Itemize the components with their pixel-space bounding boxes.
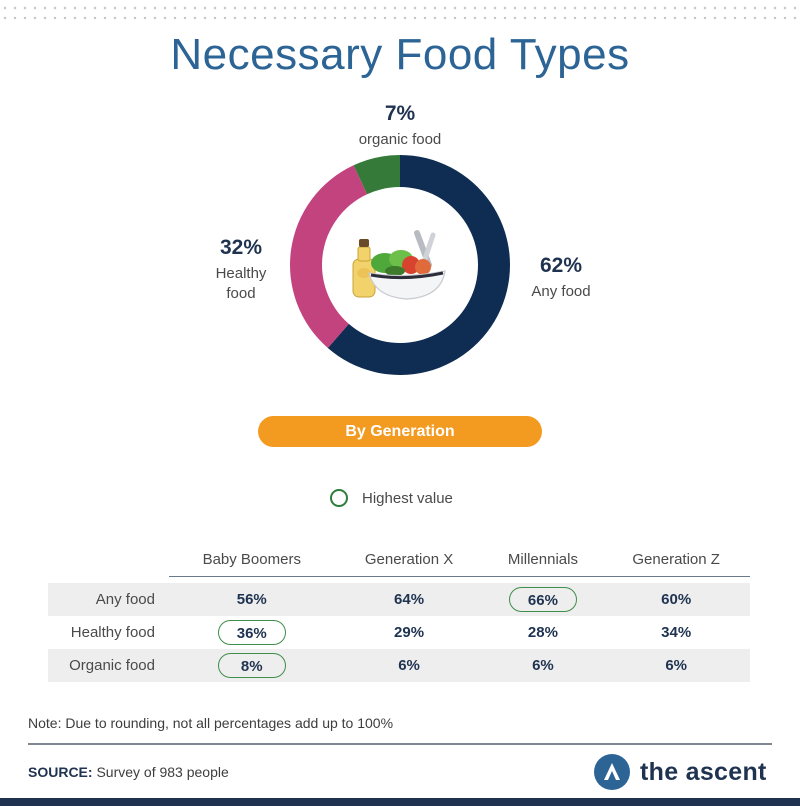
- cell-value: 56%: [236, 591, 267, 608]
- column-header: Baby Boomers: [169, 542, 335, 577]
- row-label: Organic food: [48, 649, 169, 682]
- donut-chart: [290, 155, 510, 375]
- column-header: Generation X: [334, 542, 484, 577]
- rounding-note: Note: Due to rounding, not all percentag…: [28, 715, 394, 731]
- healthy-label-line1: Healthy: [215, 265, 267, 282]
- column-header: Generation Z: [602, 542, 750, 577]
- healthy-percent: 32%: [219, 236, 263, 259]
- healthy-label-line2: food: [226, 285, 256, 302]
- bottom-bar: [0, 798, 800, 806]
- donut-slice-healthy-food: [290, 165, 368, 349]
- donut-slice-any-food: [327, 155, 510, 375]
- any-callout: 62% Any food: [516, 254, 606, 302]
- brand-name: the ascent: [640, 757, 767, 786]
- row-label: Any food: [48, 583, 169, 616]
- cell-value: 6%: [532, 657, 554, 674]
- by-generation-banner: By Generation: [258, 416, 542, 447]
- legend: Highest value: [330, 486, 453, 510]
- source-label: SOURCE:: [28, 764, 93, 780]
- cell-value: 6%: [665, 657, 687, 674]
- the-ascent-logo: the ascent: [594, 754, 767, 790]
- cell-value: 28%: [527, 624, 558, 641]
- any-label: Any food: [531, 283, 591, 300]
- source-line: SOURCE: Survey of 983 people: [28, 764, 229, 780]
- cell-value: 64%: [394, 591, 425, 608]
- column-header: Millennials: [483, 542, 603, 577]
- healthy-callout: 32% Healthy food: [196, 236, 286, 304]
- ascent-logo-icon: [594, 754, 630, 790]
- footer-divider: [28, 743, 772, 745]
- source-text: Survey of 983 people: [92, 764, 229, 780]
- table-corner: [48, 542, 169, 577]
- generation-table: Baby Boomers Generation X Millennials Ge…: [48, 542, 750, 682]
- organic-callout: 7% organic food: [320, 102, 480, 150]
- donut-slice-organic-food: [353, 155, 400, 195]
- organic-percent: 7%: [384, 102, 416, 125]
- dotted-header-border: [0, 0, 800, 22]
- salad-bowl-icon: [352, 230, 446, 300]
- table-row: Any food 56% 64% 66% 60%: [48, 583, 750, 616]
- cell-value: 60%: [661, 591, 692, 608]
- table-row: Organic food 8% 6% 6% 6%: [48, 649, 750, 682]
- table-row: Healthy food 36% 29% 28% 34%: [48, 616, 750, 649]
- chart-title: Necessary Food Types: [170, 30, 630, 79]
- cell-value: 6%: [398, 657, 420, 674]
- cell-value: 8%: [217, 653, 286, 678]
- highest-value-ring-icon: [330, 489, 348, 507]
- row-label: Healthy food: [70, 624, 155, 641]
- any-percent: 62%: [539, 254, 583, 277]
- cell-value: 36%: [217, 620, 286, 645]
- legend-label: Highest value: [362, 489, 453, 507]
- organic-label: organic food: [358, 131, 442, 148]
- table-header-row: Baby Boomers Generation X Millennials Ge…: [48, 542, 750, 577]
- cell-value: 66%: [508, 587, 577, 612]
- cell-value: 34%: [661, 624, 692, 641]
- cell-value: 29%: [394, 624, 425, 641]
